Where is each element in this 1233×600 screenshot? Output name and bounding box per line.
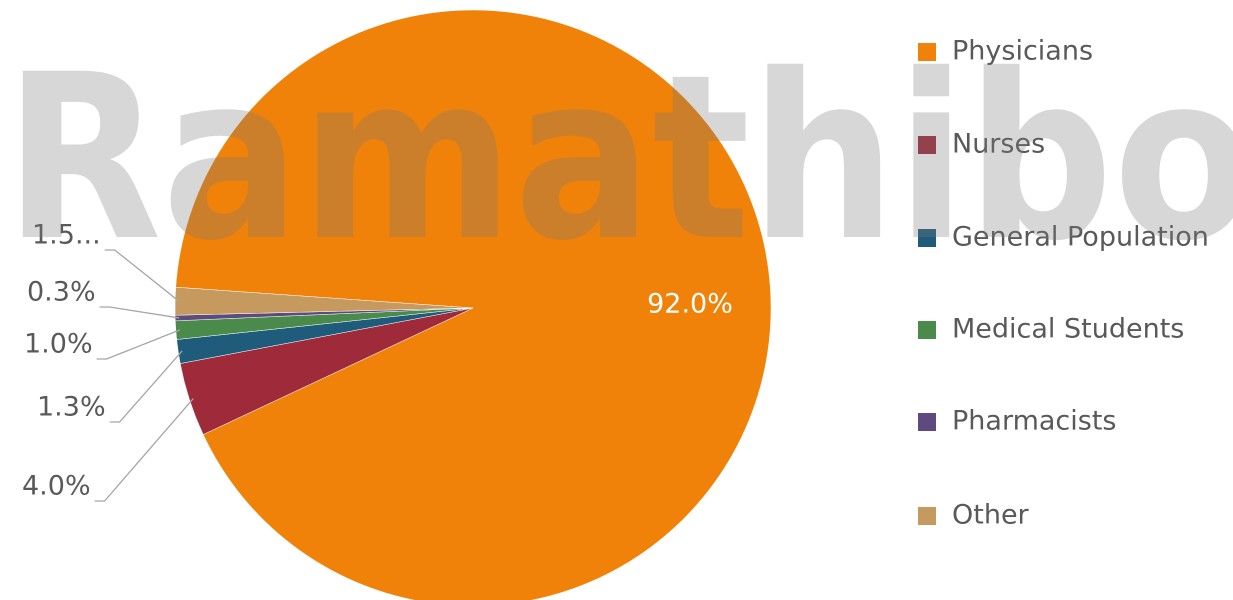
legend-label: Physicians xyxy=(952,36,1093,67)
legend-label: Medical Students xyxy=(952,314,1184,345)
legend-swatch xyxy=(918,43,936,61)
legend-swatch xyxy=(918,507,936,525)
data-label: 1.0% xyxy=(24,329,93,360)
leader-line xyxy=(96,329,181,360)
legend-label: Nurses xyxy=(952,129,1045,160)
watermark: Ramathibo xyxy=(4,25,1233,291)
data-label: 92.0% xyxy=(647,289,733,320)
leader-line xyxy=(99,306,180,319)
pie-slice xyxy=(175,9,772,600)
legend-swatch xyxy=(918,321,936,339)
legend-label: General Population xyxy=(952,222,1209,253)
legend-swatch xyxy=(918,136,936,154)
pie-slice xyxy=(174,286,474,316)
legend-swatch xyxy=(918,229,936,247)
legend-label: Pharmacists xyxy=(952,406,1116,437)
data-label: 1.5... xyxy=(32,220,101,251)
legend-label: Other xyxy=(952,500,1030,531)
leader-line xyxy=(109,350,183,423)
data-label: 4.0% xyxy=(22,471,91,502)
leader-line xyxy=(104,249,180,302)
data-label: 1.3% xyxy=(37,392,106,423)
leader-line xyxy=(94,398,194,502)
legend-swatch xyxy=(918,413,936,431)
data-label: 0.3% xyxy=(27,277,96,308)
